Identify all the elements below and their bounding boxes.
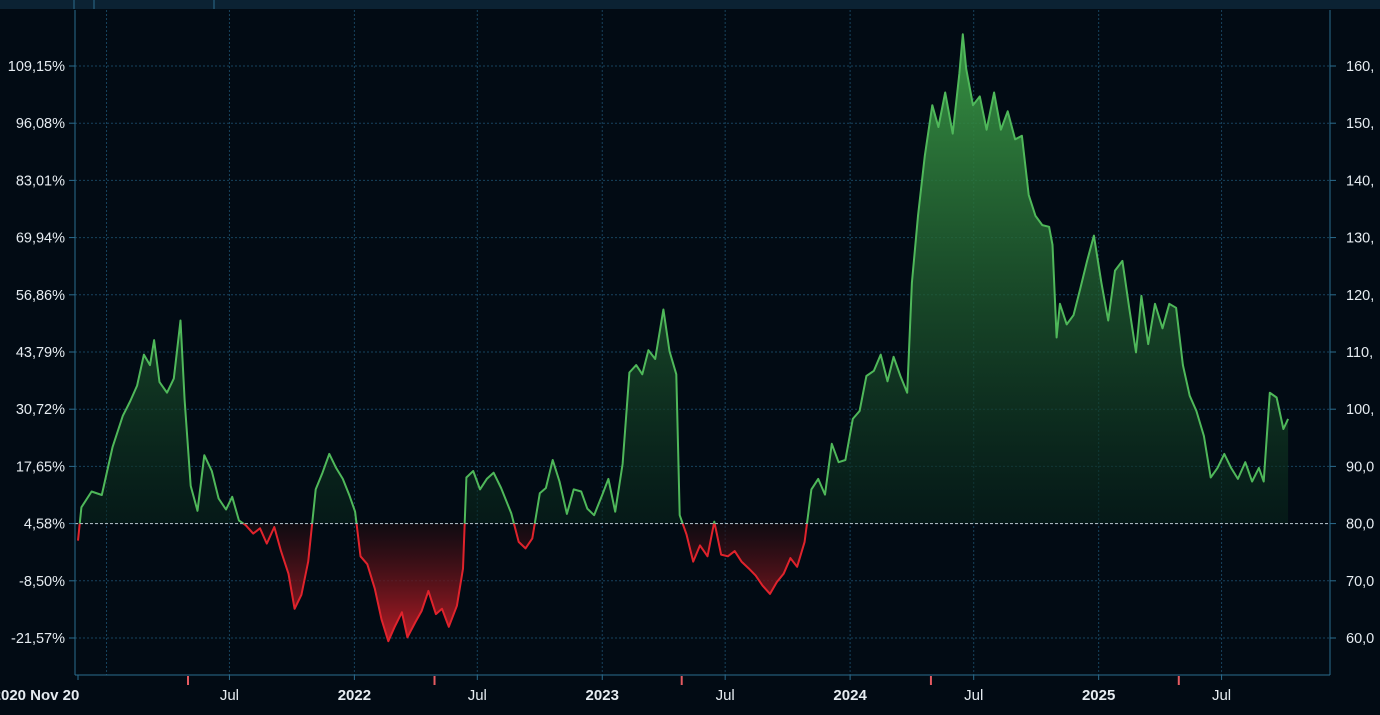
series-line-positive (78, 33, 1290, 524)
top-strip (0, 0, 1380, 9)
right-tick-label: 80,0 (1346, 517, 1374, 533)
x-tick-label: Jul (1212, 687, 1231, 704)
x-tick-label: 2020 Nov 20 (0, 687, 79, 704)
right-tick-label: 60,0 (1346, 631, 1374, 647)
left-tick-label: 30,72% (16, 402, 65, 418)
left-tick-label: 56,86% (16, 288, 65, 304)
left-tick-label: -8,50% (19, 574, 65, 590)
right-tick-label: 140, (1346, 173, 1374, 189)
right-tick-label: 130, (1346, 231, 1374, 247)
right-tick-label: 120, (1346, 288, 1374, 304)
right-tick-label: 110, (1346, 345, 1373, 361)
right-tick-label: 100, (1346, 402, 1374, 418)
x-tick-label: Jul (716, 687, 735, 704)
x-tick-label: 2023 (586, 687, 619, 704)
right-tick-label: 150, (1346, 116, 1374, 132)
x-tick-label: Jul (964, 687, 983, 704)
x-tick-label: 2025 (1082, 687, 1115, 704)
right-tick-label: 90,0 (1346, 459, 1374, 475)
left-tick-label: 83,01% (16, 173, 65, 189)
series-line-negative (77, 523, 808, 643)
left-tick-label: 69,94% (16, 231, 65, 247)
left-tick-label: 17,65% (16, 459, 65, 475)
left-tick-label: 43,79% (16, 345, 65, 361)
left-tick-label: -21,57% (11, 631, 65, 647)
right-tick-label: 70,0 (1346, 574, 1374, 590)
x-tick-label: 2024 (833, 687, 867, 704)
x-tick-label: 2022 (338, 687, 371, 704)
x-tick-label: Jul (468, 687, 487, 704)
right-tick-label: 160, (1346, 59, 1374, 75)
x-tick-label: Jul (220, 687, 239, 704)
left-tick-label: 4,58% (24, 517, 65, 533)
left-tick-label: 96,08% (16, 116, 65, 132)
positive-area (79, 34, 1289, 524)
left-tick-label: 109,15% (8, 59, 65, 75)
